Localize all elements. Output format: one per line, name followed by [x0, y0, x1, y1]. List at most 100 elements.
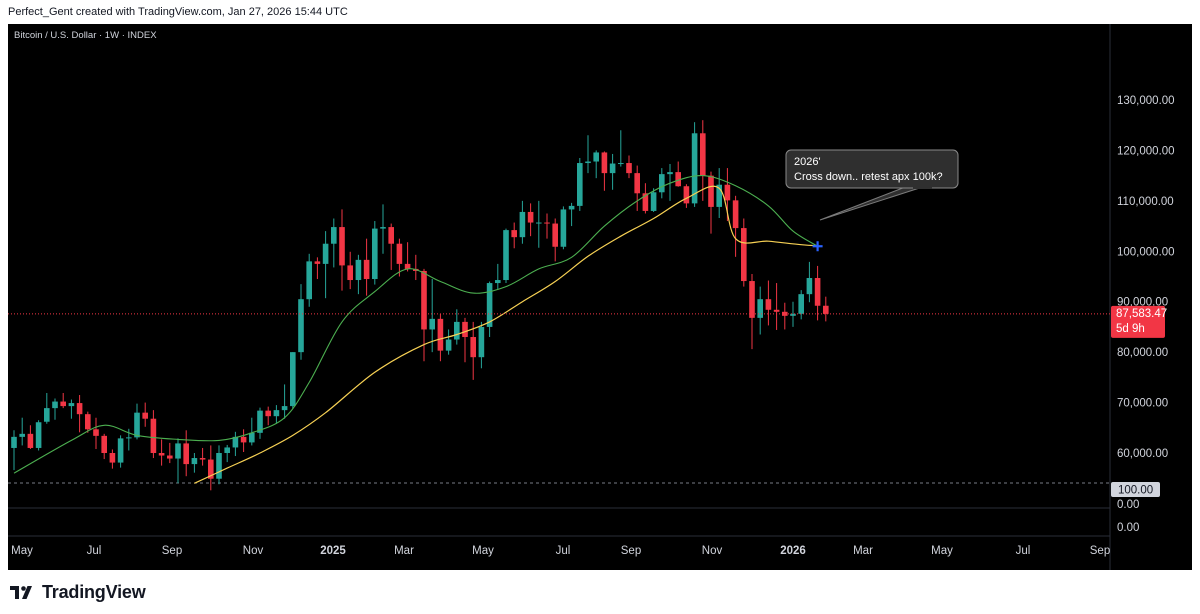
candle-body	[60, 401, 66, 407]
candle	[76, 395, 83, 433]
candle-body	[798, 294, 804, 314]
x-tick-label: Nov	[702, 545, 723, 557]
candle	[650, 188, 657, 212]
candle	[249, 417, 255, 446]
candle	[273, 405, 280, 424]
candle-body	[85, 414, 91, 430]
candle-body	[667, 172, 673, 175]
candle	[11, 430, 17, 471]
candle-body	[470, 337, 476, 358]
chart-background	[8, 24, 1192, 570]
candle	[675, 161, 681, 187]
candle	[322, 231, 329, 299]
candle	[560, 206, 567, 250]
candle-body	[175, 443, 181, 459]
candle-body	[347, 265, 353, 281]
candle	[536, 200, 542, 248]
candle	[437, 313, 444, 362]
chart-area[interactable]: Bitcoin / U.S. Dollar · 1W · INDEX 130,0…	[8, 24, 1192, 570]
candle-body	[232, 436, 239, 448]
candle-body	[626, 163, 632, 174]
x-tick-label: Jul	[87, 545, 102, 557]
candle	[814, 265, 821, 321]
candle	[577, 157, 583, 211]
candle-body	[35, 422, 42, 448]
tradingview-logo[interactable]: TradingView	[10, 578, 146, 606]
candle	[290, 352, 296, 409]
x-tick-label: May	[931, 545, 953, 557]
time-axis[interactable]: May Jul Sep Nov 2025 Mar May Jul Sep Nov 2026 Mar Ma…	[11, 545, 1110, 557]
candle-body	[240, 436, 247, 443]
candle	[101, 433, 107, 460]
candle-body	[429, 318, 435, 330]
candle-body	[167, 455, 173, 459]
candle-body	[577, 163, 583, 206]
candle-body	[224, 447, 230, 453]
candle-body	[503, 230, 509, 281]
indicator-tick-1: 0.00	[1117, 499, 1139, 511]
candle	[240, 429, 247, 452]
candle-body	[544, 222, 550, 224]
crosshair-marker	[812, 241, 823, 252]
candle-body	[609, 163, 616, 174]
candle	[601, 151, 608, 191]
candle-body	[290, 352, 296, 407]
candle-body	[445, 339, 452, 351]
candle-body	[322, 243, 329, 264]
candle-body	[675, 172, 681, 187]
candle	[421, 268, 427, 362]
tradingview-logo-text: TradingView	[42, 581, 146, 602]
candle-body	[273, 410, 280, 417]
candle-body	[462, 321, 468, 338]
indicator-axis: 100.00 0.00 0.00	[1111, 482, 1160, 534]
candle-body	[749, 281, 755, 318]
candle	[208, 445, 214, 491]
x-tick-label: 2026	[780, 545, 806, 557]
indicator-tick-2: 0.00	[1117, 522, 1139, 534]
ma-fast-line	[13, 175, 818, 474]
candle	[741, 218, 747, 287]
chart-svg[interactable]: Bitcoin / U.S. Dollar · 1W · INDEX 130,0…	[8, 24, 1192, 570]
candle-body	[659, 174, 665, 193]
candle	[183, 430, 189, 477]
candle-body	[650, 192, 657, 211]
candle	[355, 254, 362, 295]
candle-body	[134, 412, 140, 438]
candle-body	[19, 433, 25, 437]
candle-body	[306, 261, 312, 300]
candle	[495, 263, 501, 290]
candle	[798, 290, 804, 320]
candle	[568, 202, 575, 227]
candle-body	[380, 227, 386, 229]
candle	[27, 425, 34, 449]
candle-body	[142, 412, 148, 419]
candle-body	[700, 133, 706, 176]
candle	[93, 417, 99, 449]
candle-body	[782, 311, 788, 316]
price-axis[interactable]: 130,000.00 120,000.00 110,000.00 100,000.00…	[1117, 95, 1175, 460]
candle-body	[773, 309, 780, 312]
indicator-value: 100.00	[1118, 485, 1153, 497]
candle	[593, 150, 599, 179]
candle-body	[765, 299, 772, 310]
candle-body	[634, 173, 640, 194]
candle-body	[806, 278, 813, 295]
candle	[19, 417, 25, 446]
candle	[585, 135, 591, 174]
footer: TradingView	[0, 570, 1200, 614]
callout-line-2: Cross down.. retest apx 100k?	[794, 171, 943, 183]
annotation-callout[interactable]: 2026' Cross down.. retest apx 100k?	[785, 149, 959, 221]
candle-body	[117, 438, 124, 463]
candle-body	[298, 299, 304, 353]
candle	[765, 280, 772, 326]
candle-body	[527, 211, 534, 223]
y-tick-label: 60,000.00	[1117, 448, 1168, 460]
last-price-value: 87,583.47	[1116, 308, 1167, 320]
x-tick-label: Jul	[556, 545, 571, 557]
candle	[134, 403, 140, 440]
candle	[519, 200, 526, 244]
x-tick-label: Jul	[1016, 545, 1031, 557]
candle	[35, 420, 42, 451]
y-tick-label: 120,000.00	[1117, 145, 1175, 157]
y-tick-label: 130,000.00	[1117, 95, 1175, 107]
